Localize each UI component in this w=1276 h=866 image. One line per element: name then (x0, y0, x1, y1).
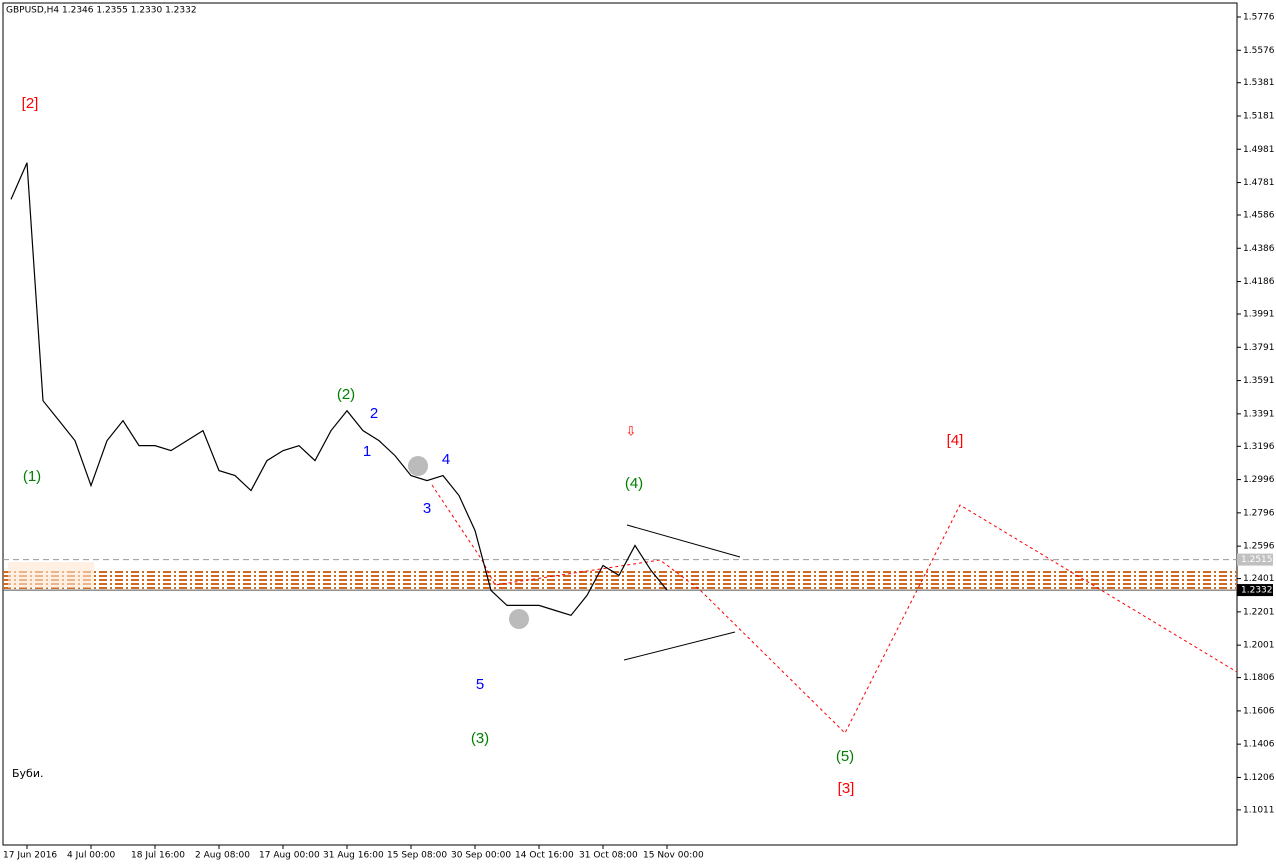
fib-levels (3, 571, 1237, 589)
y-tick-label: 1.2596 (1243, 542, 1275, 552)
y-tick-label: 1.5181 (1243, 111, 1275, 121)
x-tick-label: 2 Aug 08:00 (195, 851, 250, 861)
y-tick-label: 1.1606 (1243, 706, 1275, 716)
triangle-line (626, 524, 741, 558)
y-tick-label: 1.4586 (1243, 210, 1275, 220)
price-line (10, 162, 668, 617)
wave-label: (4) (625, 475, 643, 492)
chart-title: GBPUSD,H4 1.2346 1.2355 1.2330 1.2332 (6, 6, 197, 16)
wave-label: 2 (370, 405, 378, 422)
wave-label: (3) (471, 730, 489, 747)
wave-label: (2) (337, 386, 355, 403)
x-tick-label: 15 Nov 00:00 (643, 851, 704, 861)
footer-note: Буби. (12, 767, 44, 780)
x-tick-label: 31 Aug 16:00 (323, 851, 384, 861)
x-tick-label: 15 Sep 08:00 (387, 851, 447, 861)
y-tick-label: 1.1806 (1243, 673, 1275, 683)
price-tag-bg (1237, 553, 1273, 566)
y-tick-label: 1.3991 (1243, 310, 1275, 320)
triangle-line (623, 631, 736, 661)
y-tick-label: 1.3591 (1243, 376, 1275, 386)
y-tick-label: 1.2001 (1243, 641, 1275, 651)
wave-label: (1) (23, 468, 41, 485)
wave-label: [2] (22, 95, 39, 112)
x-tick-label: 4 Jul 00:00 (67, 851, 116, 861)
x-tick-label: 14 Oct 16:00 (515, 851, 574, 861)
y-tick-label: 1.4186 (1243, 277, 1275, 287)
wave-label: 1 (363, 443, 371, 460)
marker-circle (408, 456, 428, 476)
y-tick-label: 1.4981 (1243, 145, 1275, 155)
x-tick-label: 17 Jun 2016 (3, 851, 57, 861)
wave-label: 4 (442, 451, 450, 468)
y-tick-label: 1.5381 (1243, 78, 1275, 88)
x-tick-label: 30 Sep 00:00 (451, 851, 511, 861)
wave-label: [3] (838, 780, 855, 797)
x-tick-label: 17 Aug 00:00 (259, 851, 320, 861)
wave-label: 5 (476, 676, 484, 693)
y-tick-label: 1.1011 (1243, 805, 1275, 815)
sell-arrow: ⇩ (626, 425, 637, 440)
y-tick-label: 1.3391 (1243, 409, 1275, 419)
price-tag-bg (1237, 584, 1273, 597)
y-tick-label: 1.2201 (1243, 607, 1275, 617)
y-tick-label: 1.3196 (1243, 442, 1275, 452)
y-tick-label: 1.4386 (1243, 244, 1275, 254)
y-tick-label: 1.4781 (1243, 178, 1275, 188)
y-tick-label: 1.2996 (1243, 475, 1275, 485)
y-tick-label: 1.2796 (1243, 508, 1275, 518)
marker-circle (509, 609, 529, 629)
x-tick-label: 18 Jul 16:00 (131, 851, 185, 861)
y-tick-label: 1.1406 (1243, 740, 1275, 750)
plot-border (2, 2, 1238, 846)
y-tick-label: 1.5576 (1243, 46, 1275, 56)
wave-label: [4] (947, 432, 964, 449)
price-tag: 1.2515 (1241, 555, 1273, 565)
y-tick-label: 1.5776 (1243, 12, 1275, 22)
price-tag: 1.2332 (1241, 586, 1273, 596)
y-tick-label: 1.3791 (1243, 343, 1275, 353)
level-labels (8, 562, 94, 588)
x-tick-label: 31 Oct 08:00 (579, 851, 638, 861)
y-tick-label: 1.2401 (1243, 574, 1275, 584)
forecast-path (431, 484, 1238, 734)
wave-label: (5) (836, 748, 854, 765)
wave-label: 3 (423, 500, 431, 517)
y-tick-label: 1.1206 (1243, 773, 1275, 783)
